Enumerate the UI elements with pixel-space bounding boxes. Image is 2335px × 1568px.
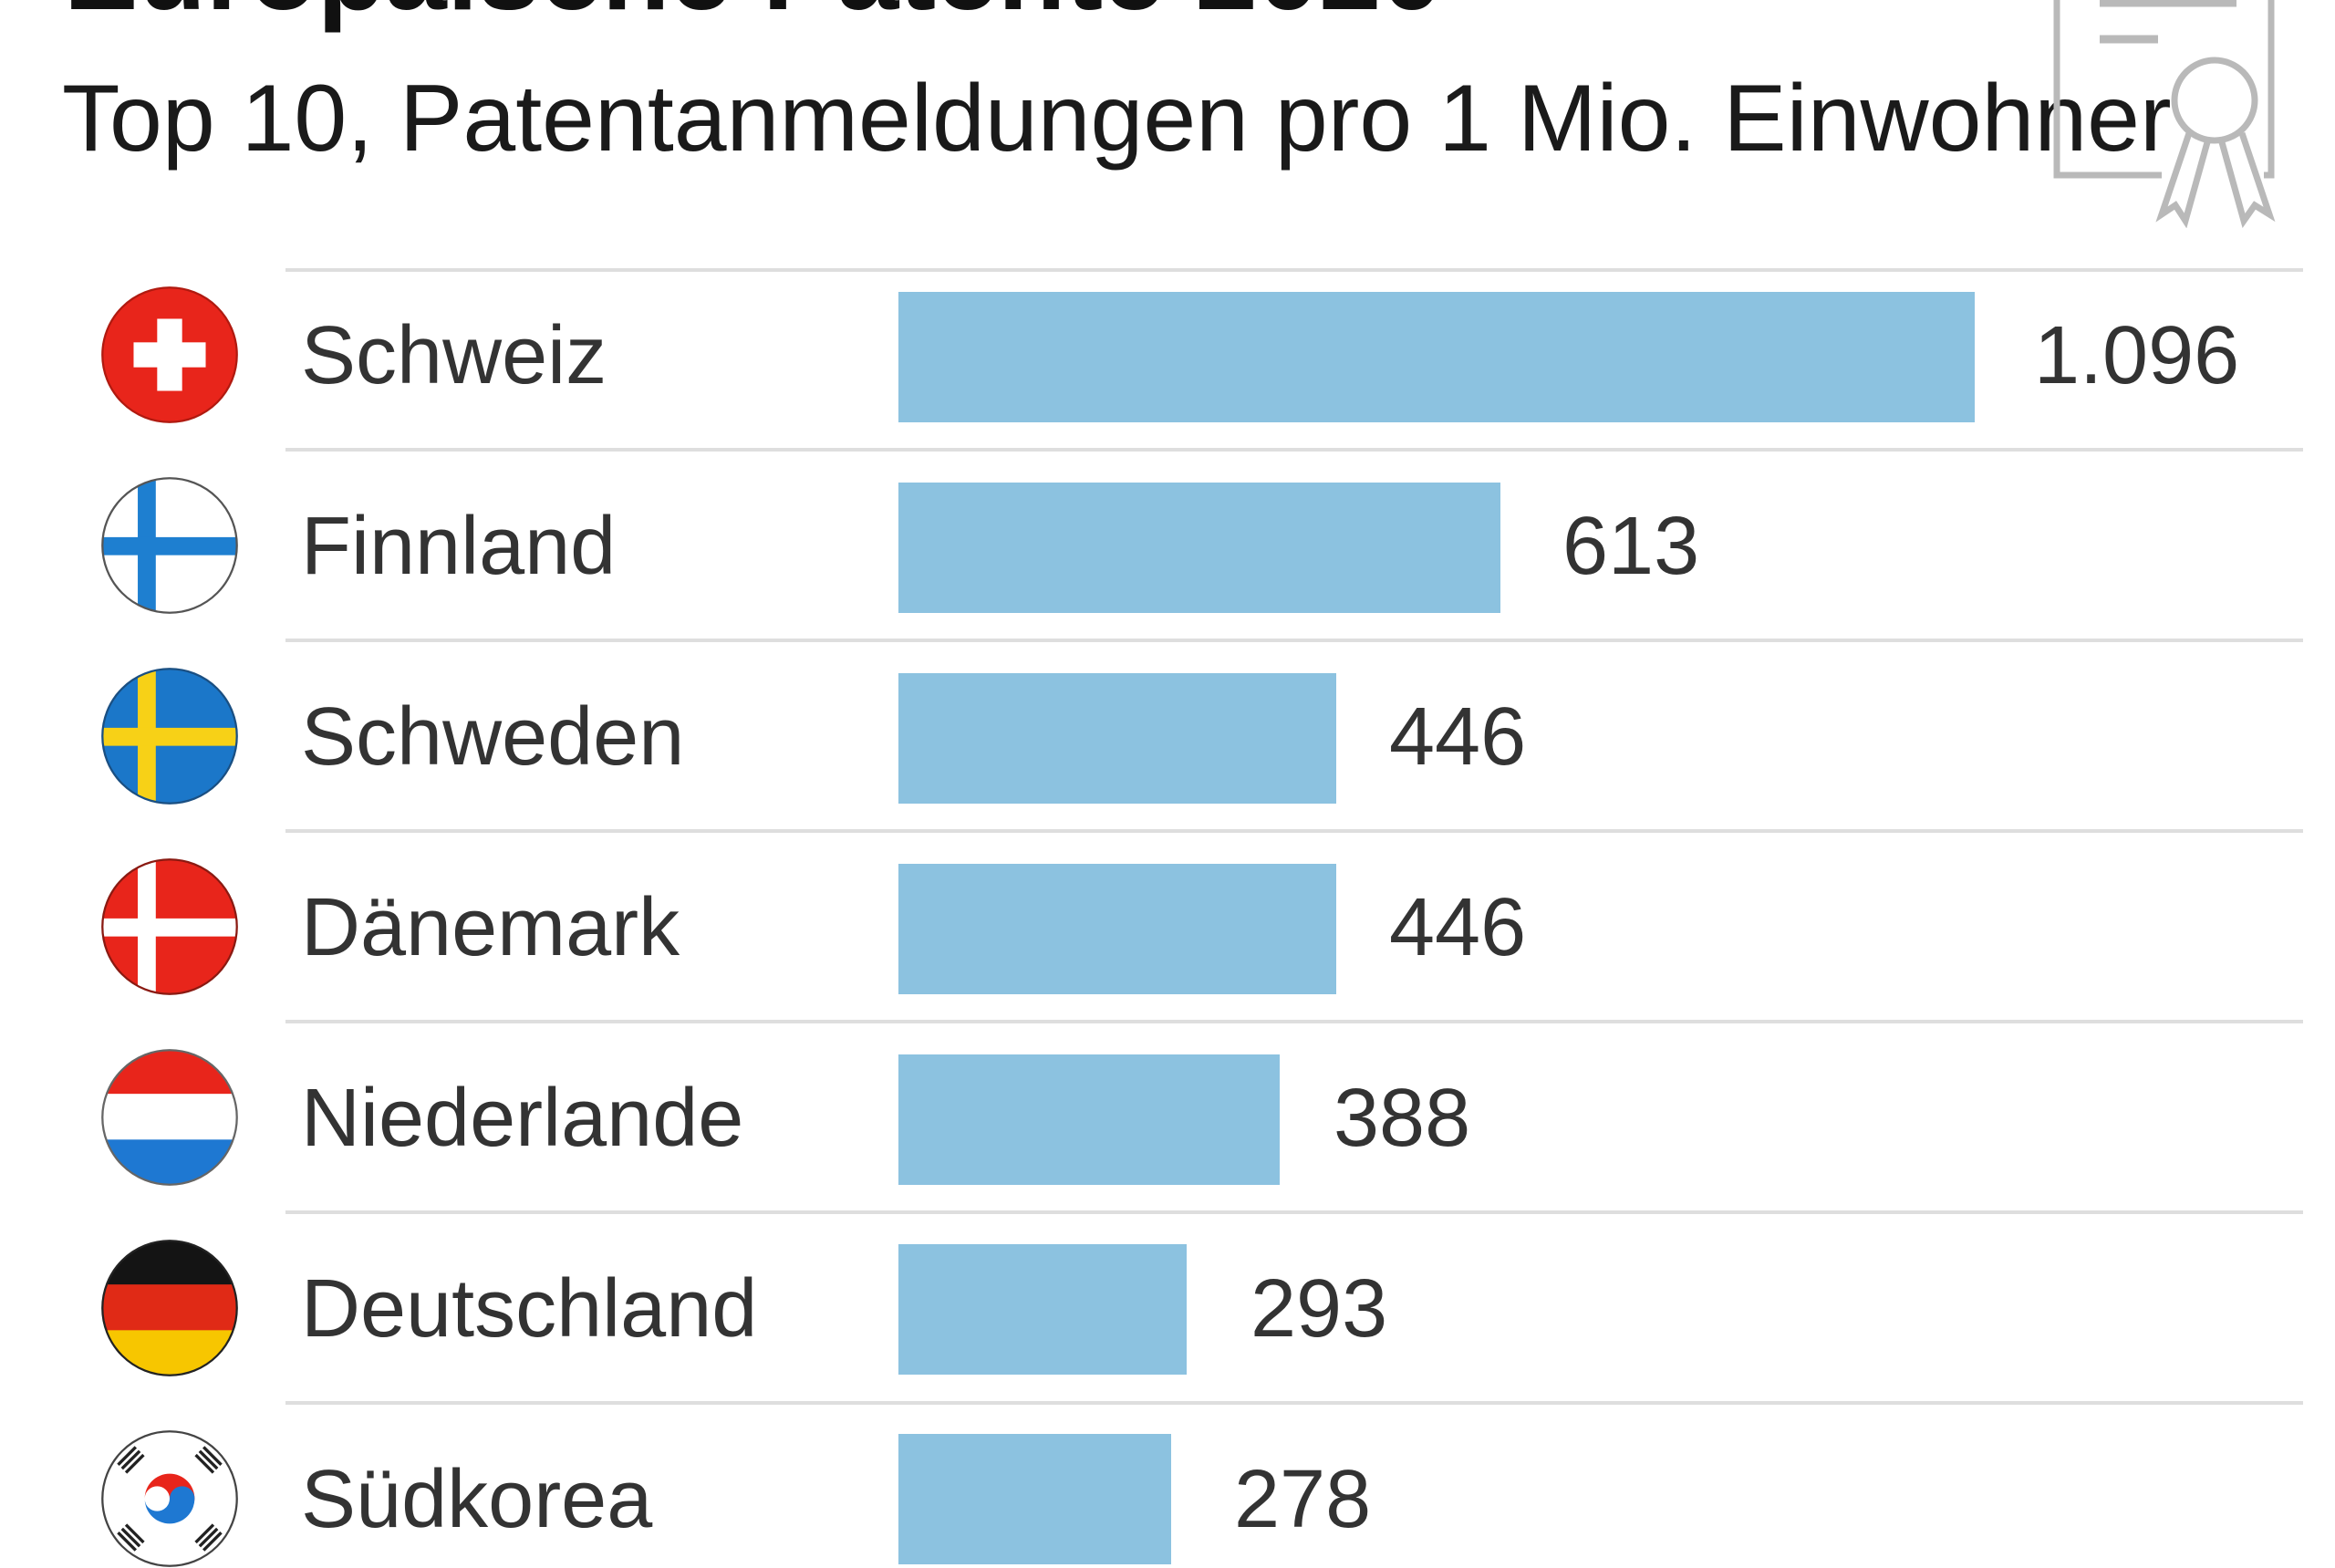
country-label: Schweiz [301, 310, 607, 401]
row-divider [285, 448, 2303, 452]
country-label: Niederlande [301, 1073, 744, 1164]
row-divider [285, 639, 2303, 642]
bar [898, 1244, 1187, 1375]
bar [898, 292, 1975, 422]
denmark-flag-icon [101, 858, 238, 995]
value-label: 278 [1234, 1454, 1372, 1545]
certificate-icon [2053, 0, 2276, 228]
bar [898, 864, 1336, 994]
finland-flag-icon [101, 477, 238, 614]
south-korea-flag-icon [101, 1430, 238, 1567]
germany-flag-icon [101, 1240, 238, 1376]
chart-title: Europäische Patente 2020 [64, 0, 1443, 35]
country-label: Dänemark [301, 882, 680, 973]
country-label: Schweden [301, 691, 685, 783]
bar [898, 673, 1336, 804]
bar [898, 483, 1500, 613]
value-label: 613 [1562, 501, 1700, 592]
value-label: 446 [1389, 691, 1527, 783]
row-divider [285, 1401, 2303, 1405]
country-label: Finnland [301, 501, 617, 592]
row-divider [285, 1020, 2303, 1023]
netherlands-flag-icon [101, 1049, 238, 1186]
value-label: 1.096 [2034, 310, 2240, 401]
value-label: 388 [1334, 1073, 1471, 1164]
bar [898, 1434, 1171, 1564]
value-label: 293 [1251, 1263, 1388, 1355]
country-label: Südkorea [301, 1454, 653, 1545]
row-divider [285, 829, 2303, 833]
row-divider [285, 1210, 2303, 1214]
chart-subtitle: Top 10, Patentanmeldungen pro 1 Mio. Ein… [62, 66, 2172, 171]
value-label: 446 [1389, 882, 1527, 973]
sweden-flag-icon [101, 668, 238, 805]
switzerland-flag-icon [101, 286, 238, 423]
country-label: Deutschland [301, 1263, 758, 1355]
row-divider [285, 268, 2303, 272]
bar [898, 1054, 1280, 1185]
